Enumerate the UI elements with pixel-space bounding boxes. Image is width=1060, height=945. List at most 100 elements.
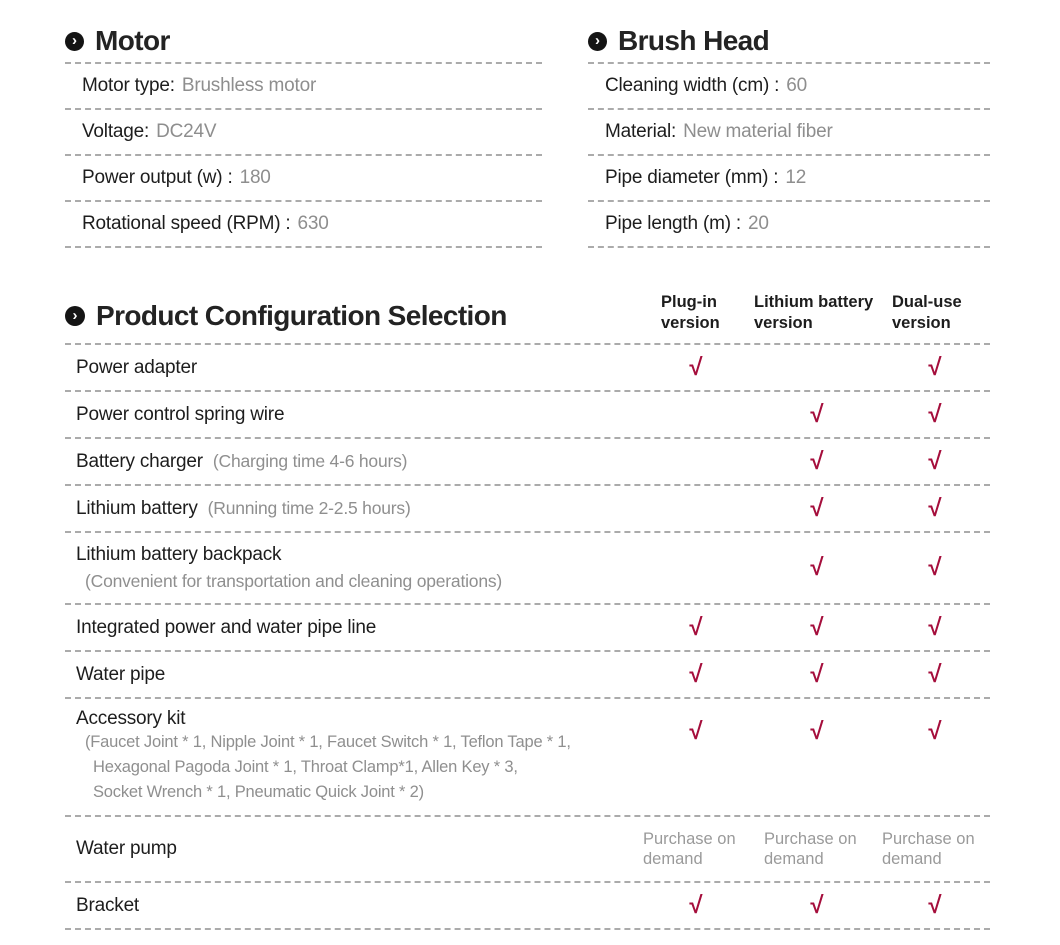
check-icon: √: [810, 494, 824, 522]
check-icon: √: [810, 554, 824, 582]
spec-row: Power output (w) : 180: [65, 156, 542, 202]
check-icon: √: [810, 660, 824, 688]
configuration-row-label-cell: Accessory kit (Faucet Joint * 1, Nipple …: [65, 699, 638, 815]
configuration-row-label-cell: Lithium battery backpack (Convenient for…: [65, 538, 638, 598]
check-icon: √: [928, 400, 942, 428]
configuration-row: Battery charger (Charging time 4-6 hours)…: [65, 439, 990, 487]
check-icon: √: [689, 613, 703, 641]
dual-use-version-cell: √: [880, 494, 990, 522]
configuration-row-note: (Charging time 4-6 hours): [212, 450, 408, 471]
spec-label: Pipe length (m) :: [605, 213, 741, 234]
configuration-row-label-cell: Water pipe: [65, 658, 638, 692]
check-icon: √: [928, 447, 942, 475]
column-header-lithium-battery-version: Lithium battery version: [754, 292, 880, 334]
dual-use-version-cell: Purchase on demand: [880, 829, 990, 870]
check-icon: √: [928, 554, 942, 582]
column-header-label: Lithium battery version: [754, 293, 874, 333]
plug-in-version-cell: √: [638, 353, 754, 381]
lithium-battery-version-cell: √: [754, 556, 880, 580]
spec-label: Cleaning width (cm) :: [605, 75, 780, 96]
spec-label: Motor type:: [82, 75, 175, 96]
configuration-row: Bracket √ √ √: [65, 883, 990, 931]
check-icon: √: [689, 891, 703, 919]
plug-in-version-cell: √: [638, 613, 754, 641]
configuration-row-label-cell: Battery charger (Charging time 4-6 hours): [65, 445, 638, 479]
lithium-battery-version-cell: √: [754, 660, 880, 688]
brush-head-section: › Brush Head Cleaning width (cm) : 60 Ma…: [588, 20, 990, 248]
column-header-dual-use-version: Dual-use version: [880, 292, 990, 334]
column-header-label: Plug-in version: [661, 293, 720, 333]
spec-row: Pipe length (m) : 20: [588, 202, 990, 248]
motor-section-header: › Motor: [65, 20, 542, 64]
check-icon: √: [928, 891, 942, 919]
check-icon: √: [928, 718, 942, 746]
check-icon: √: [928, 353, 942, 381]
configuration-row-label: Integrated power and water pipe line: [76, 616, 377, 638]
lithium-battery-version-cell: Purchase on demand: [754, 829, 880, 870]
spec-label: Rotational speed (RPM) :: [82, 213, 291, 234]
spec-value: 180: [239, 167, 271, 188]
spec-label: Voltage:: [82, 121, 150, 142]
spec-label: Pipe diameter (mm) :: [605, 167, 779, 188]
plug-in-version-cell: √: [638, 699, 754, 744]
purchase-on-demand-label: Purchase on demand: [882, 829, 975, 869]
column-header-label: Dual-use version: [892, 293, 962, 333]
configuration-row-label: Lithium battery: [76, 497, 198, 519]
configuration-row: Accessory kit (Faucet Joint * 1, Nipple …: [65, 699, 990, 818]
dual-use-version-cell: √: [880, 699, 990, 744]
check-icon: √: [689, 353, 703, 381]
configuration-row-label: Water pump: [76, 838, 177, 860]
configuration-table-rows: Power adapter √ √ Power control spring w…: [65, 345, 990, 931]
chevron-right-icon: ›: [65, 31, 84, 51]
check-icon: √: [928, 660, 942, 688]
configuration-section-header: › Product Configuration Selection: [65, 300, 638, 334]
configuration-row-label-cell: Water pump: [65, 832, 638, 866]
plug-in-version-cell: √: [638, 660, 754, 688]
spec-value: DC24V: [156, 121, 217, 142]
spec-row: Voltage: DC24V: [65, 110, 542, 156]
configuration-row-label-cell: Bracket: [65, 889, 638, 923]
spec-value: 630: [297, 213, 329, 234]
configuration-section-title: Product Configuration Selection: [96, 300, 507, 332]
check-icon: √: [689, 718, 703, 746]
plug-in-version-cell: Purchase on demand: [638, 829, 754, 870]
check-icon: √: [810, 613, 824, 641]
spec-value: Brushless motor: [181, 75, 317, 96]
check-icon: √: [810, 718, 824, 746]
spec-row: Motor type: Brushless motor: [65, 64, 542, 110]
check-icon: √: [928, 613, 942, 641]
configuration-row-label-cell: Power adapter: [65, 351, 638, 385]
spec-value: 20: [748, 213, 769, 234]
dual-use-version-cell: √: [880, 353, 990, 381]
configuration-row: Power control spring wire √ √: [65, 392, 990, 440]
lithium-battery-version-cell: √: [754, 613, 880, 641]
check-icon: √: [689, 660, 703, 688]
plug-in-version-cell: √: [638, 891, 754, 919]
spec-label: Power output (w) :: [82, 167, 233, 188]
configuration-row-label-cell: Power control spring wire: [65, 398, 638, 432]
dual-use-version-cell: √: [880, 400, 990, 428]
configuration-row-label-cell: Integrated power and water pipe line: [65, 611, 638, 645]
dual-use-version-cell: √: [880, 447, 990, 475]
chevron-right-icon: ›: [588, 31, 607, 51]
accessory-note-line: Socket Wrench * 1, Pneumatic Quick Joint…: [93, 782, 424, 801]
configuration-row: Lithium battery backpack (Convenient for…: [65, 533, 990, 606]
spec-columns: › Motor Motor type: Brushless motor Volt…: [65, 20, 990, 248]
check-icon: √: [810, 891, 824, 919]
brush-head-section-header: › Brush Head: [588, 20, 990, 64]
spec-row: Cleaning width (cm) : 60: [588, 64, 990, 110]
configuration-table-header: › Product Configuration Selection Plug-i…: [65, 292, 990, 346]
purchase-on-demand-label: Purchase on demand: [643, 829, 736, 869]
lithium-battery-version-cell: √: [754, 699, 880, 744]
accessory-note-line: (Faucet Joint * 1, Nipple Joint * 1, Fau…: [85, 733, 571, 752]
motor-section-title: Motor: [95, 25, 170, 56]
dual-use-version-cell: √: [880, 660, 990, 688]
spec-row: Rotational speed (RPM) : 630: [65, 202, 542, 248]
accessory-note-line: Hexagonal Pagoda Joint * 1, Throat Clamp…: [93, 757, 518, 776]
lithium-battery-version-cell: √: [754, 891, 880, 919]
lithium-battery-version-cell: √: [754, 402, 880, 427]
brush-head-section-title: Brush Head: [618, 25, 770, 56]
check-icon: √: [928, 494, 942, 522]
configuration-row-label: Lithium battery backpack: [76, 544, 282, 566]
